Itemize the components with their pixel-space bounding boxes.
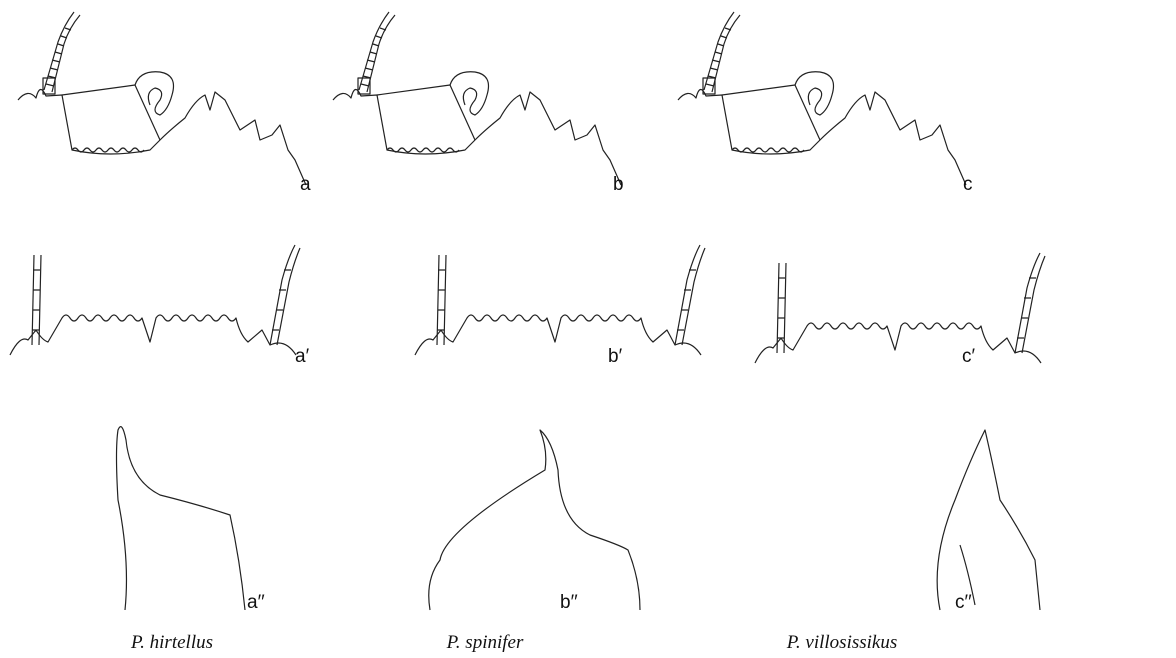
panel-label: c: [963, 174, 973, 195]
species-caption: P. spinifer: [446, 632, 524, 653]
spine-c: [937, 430, 1040, 610]
figure: a b c a′ b′ c′ a′′ b′′ c′′ P. hirtellus …: [0, 0, 1176, 658]
carapace-front-b: [415, 245, 705, 355]
carapace-side-a: [18, 12, 306, 185]
panel-label: b′: [608, 346, 623, 367]
species-caption: P. villosissikus: [786, 632, 898, 653]
panel-label: a: [300, 174, 311, 195]
panel-label: a′′: [247, 592, 265, 613]
panel-label: c′′: [955, 592, 972, 613]
carapace-side-b: [333, 12, 621, 185]
panel-label: a′: [295, 346, 310, 367]
panel-label: b: [613, 174, 624, 195]
panel-label: b′′: [560, 592, 578, 613]
page: a b c a′ b′ c′ a′′ b′′ c′′ P. hirtellus …: [0, 0, 1176, 658]
spine-b: [429, 430, 640, 610]
species-caption: P. hirtellus: [130, 632, 213, 653]
carapace-side-c: [678, 12, 966, 185]
carapace-front-a: [10, 245, 300, 355]
carapace-front-c: [755, 253, 1045, 363]
panel-label: c′: [962, 346, 976, 367]
spine-a: [117, 427, 246, 610]
